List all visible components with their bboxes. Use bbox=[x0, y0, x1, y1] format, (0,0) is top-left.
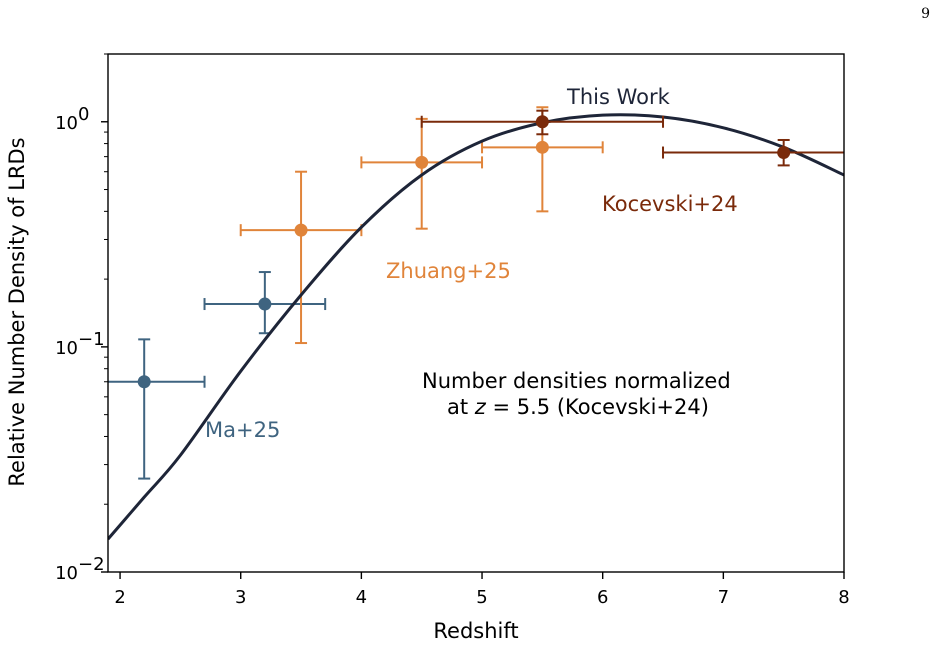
zhuang25-series bbox=[239, 106, 604, 345]
zhuang-label: Zhuang+25 bbox=[386, 259, 511, 283]
ma25-point-2-marker bbox=[258, 297, 272, 311]
y-tick-label-2: 10 bbox=[55, 563, 78, 584]
plot-frame bbox=[107, 53, 845, 573]
x-tick-label-6: 6 bbox=[597, 587, 608, 608]
y-tick-exponent-0: 0 bbox=[78, 104, 89, 125]
kocevski24-point-2-marker bbox=[777, 146, 791, 160]
x-tick-label-7: 7 bbox=[718, 587, 729, 608]
note-line-2-post: = 5.5 (Kocevski+24) bbox=[486, 395, 709, 419]
ma25-point-1-marker bbox=[137, 375, 151, 389]
y-axis-label: Relative Number Density of LRDs bbox=[5, 137, 29, 486]
ma-label: Ma+25 bbox=[205, 418, 280, 442]
x-tick-label-3: 3 bbox=[235, 587, 246, 608]
kocevski24-series bbox=[420, 109, 844, 167]
zhuang25-point-1-marker bbox=[294, 223, 308, 237]
note-line-2-pre: at bbox=[447, 395, 475, 419]
y-tick-exponent-1: −1 bbox=[78, 329, 105, 350]
note-line-2: at z = 5.5 (Kocevski+24) bbox=[447, 395, 709, 419]
page-number: 9 bbox=[921, 6, 930, 22]
y-tick-label-0: 10 bbox=[55, 113, 78, 134]
zhuang25-point-2-marker bbox=[415, 155, 429, 169]
zhuang25-point-3-marker bbox=[535, 140, 549, 154]
y-tick-exponent-2: −2 bbox=[78, 554, 105, 575]
plot-layer bbox=[108, 106, 844, 541]
this-work-curve bbox=[108, 113, 844, 541]
x-axis-label: Redshift bbox=[433, 619, 518, 643]
x-tick-label-8: 8 bbox=[838, 587, 849, 608]
kocevski24-point-1-marker bbox=[535, 115, 549, 129]
x-tick-label-2: 2 bbox=[114, 587, 125, 608]
y-tick-label-1: 10 bbox=[55, 338, 78, 359]
x-tick-label-4: 4 bbox=[356, 587, 367, 608]
note-variable-z: z bbox=[474, 395, 487, 419]
this-work-label: This Work bbox=[566, 85, 671, 109]
ma25-series bbox=[108, 271, 327, 480]
x-tick-label-5: 5 bbox=[476, 587, 487, 608]
note-line-1: Number densities normalized bbox=[422, 369, 731, 393]
kocevski-label: Kocevski+24 bbox=[602, 192, 738, 216]
